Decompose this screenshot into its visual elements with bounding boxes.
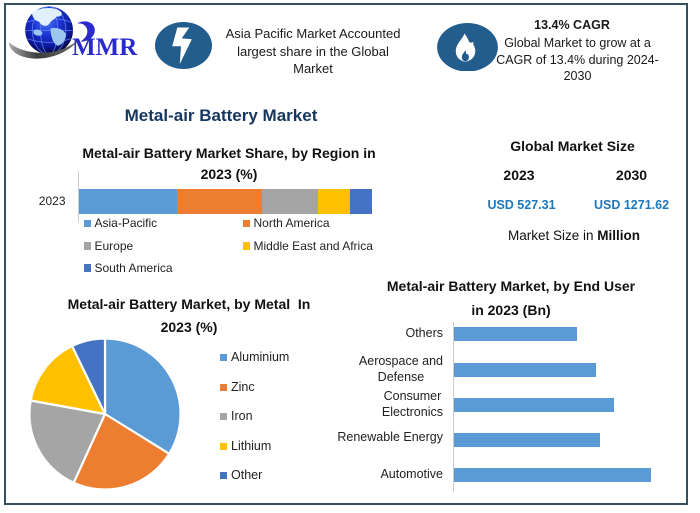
svg-text:MMR: MMR	[72, 34, 138, 61]
